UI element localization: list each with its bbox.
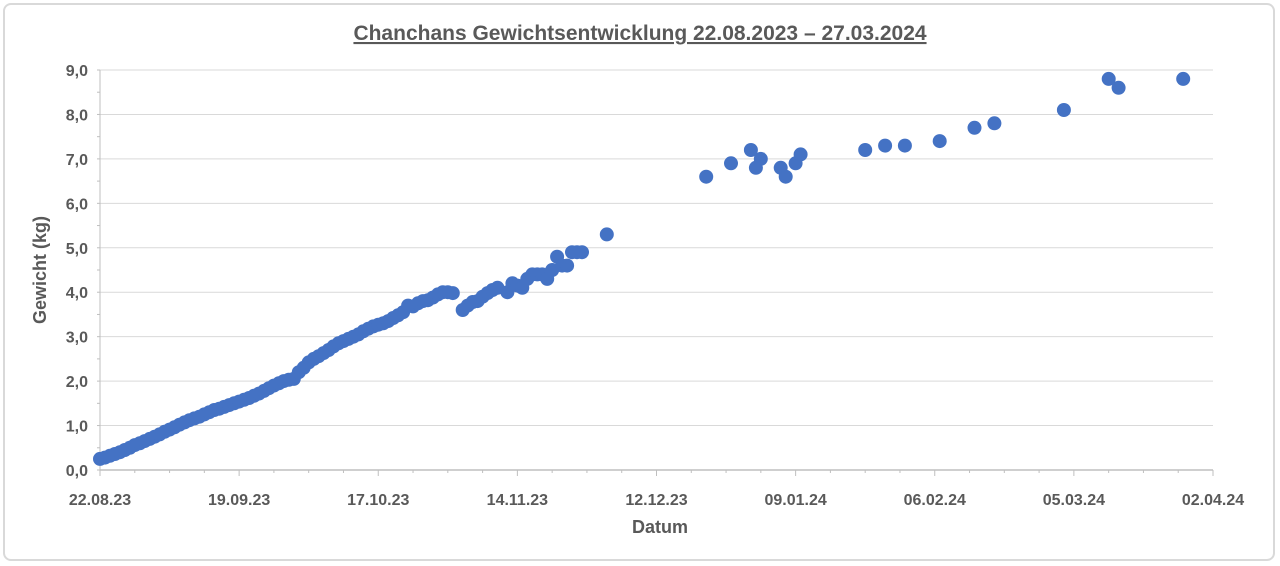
y-tick-label: 5,0 bbox=[66, 241, 88, 258]
data-point bbox=[1056, 103, 1071, 117]
data-point bbox=[575, 245, 589, 260]
x-tick-label: 12.12.23 bbox=[625, 492, 687, 509]
x-tick-label: 19.09.23 bbox=[208, 492, 270, 509]
data-point bbox=[560, 258, 575, 273]
y-tick-label: 4,0 bbox=[66, 285, 88, 302]
data-point bbox=[1101, 71, 1116, 86]
data-point bbox=[778, 169, 793, 184]
data-point bbox=[878, 138, 893, 153]
data-point bbox=[445, 286, 460, 301]
data-point bbox=[724, 156, 738, 171]
data-points bbox=[93, 71, 1191, 466]
x-tick-label: 17.10.23 bbox=[347, 492, 409, 509]
x-tick-label: 05.03.24 bbox=[1043, 492, 1105, 509]
y-tick-label: 3,0 bbox=[66, 330, 88, 347]
chart-title: Chanchans Gewichtsentwicklung 22.08.2023… bbox=[353, 22, 926, 45]
tick-labels: 0,0 1,0 2,0 3,0 4,0 5,0 6,0 7,0 8,0 9,0 22.08.23 19… bbox=[66, 63, 1244, 509]
data-point bbox=[967, 120, 982, 135]
data-point bbox=[987, 116, 1002, 131]
data-point bbox=[753, 151, 768, 166]
x-tick-label: 14.11.23 bbox=[487, 492, 549, 509]
y-tick-label: 6,0 bbox=[66, 196, 88, 213]
y-axis-title: Gewicht (kg) bbox=[30, 216, 50, 324]
y-tick-label: 9,0 bbox=[66, 63, 88, 80]
data-point bbox=[1111, 80, 1126, 95]
data-point bbox=[699, 169, 714, 184]
axes bbox=[97, 69, 1214, 476]
data-point bbox=[858, 143, 873, 157]
data-point bbox=[1176, 71, 1191, 86]
data-point bbox=[599, 227, 614, 242]
y-tick-label: 8,0 bbox=[66, 107, 88, 124]
data-point bbox=[793, 147, 808, 162]
gridlines bbox=[100, 69, 1213, 427]
x-axis-title: Datum bbox=[632, 517, 688, 537]
y-tick-label: 0,0 bbox=[66, 463, 88, 480]
y-tick-label: 2,0 bbox=[66, 374, 88, 391]
data-point bbox=[897, 138, 912, 153]
x-tick-label: 02.04.24 bbox=[1182, 492, 1244, 509]
chart-frame bbox=[3, 3, 1275, 561]
data-point bbox=[743, 143, 758, 157]
y-tick-label: 7,0 bbox=[66, 152, 88, 169]
x-tick-label: 06.02.24 bbox=[904, 492, 966, 509]
x-tick-label: 22.08.23 bbox=[69, 492, 131, 509]
y-tick-label: 1,0 bbox=[66, 419, 88, 436]
data-point bbox=[932, 134, 947, 149]
x-tick-label: 09.01.24 bbox=[764, 492, 826, 509]
